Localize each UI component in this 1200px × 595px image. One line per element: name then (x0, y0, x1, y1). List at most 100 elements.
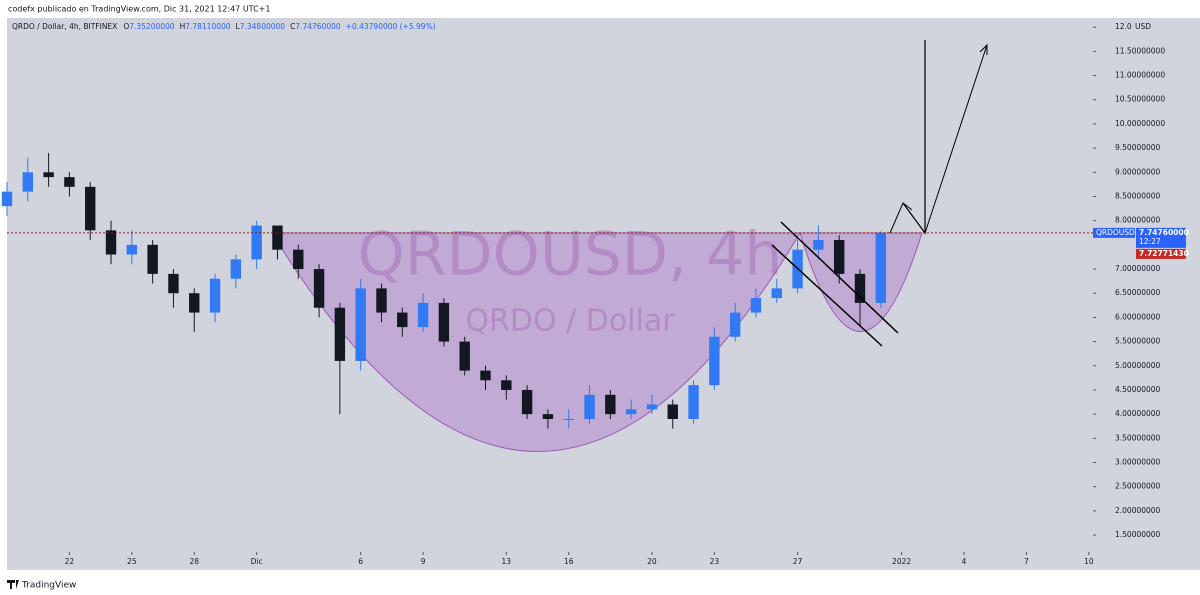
candle-body (64, 177, 75, 187)
x-tick-label: 2022 (892, 557, 911, 566)
y-tick-label: 3.50000000 (1115, 433, 1161, 442)
candle-body (771, 288, 782, 299)
candle-body (854, 273, 866, 303)
last-price-label: 7.74760000 (1139, 228, 1189, 237)
legend-value: 7.35200000 (129, 22, 175, 31)
y-tick-label: 5.50000000 (1115, 337, 1161, 346)
legend-value: 7.78110000 (185, 22, 231, 31)
legend-label: O (123, 22, 129, 31)
legend-change: +0.43790000 (+5.99%) (346, 22, 436, 31)
y-tick-label: 10.00000000 (1115, 119, 1165, 128)
candle-body (480, 370, 491, 381)
candle-body (85, 186, 96, 231)
x-tick-label: 10 (1084, 557, 1094, 566)
y-tick-label: 8.00000000 (1115, 216, 1161, 225)
candle-body (833, 240, 845, 274)
y-tick-label: 6.00000000 (1115, 312, 1161, 321)
time-axis (7, 552, 1200, 570)
last-price-tag (1136, 227, 1186, 248)
candle-body (126, 244, 138, 255)
candle-body (168, 273, 179, 294)
symbol-tag-bg (1093, 227, 1135, 238)
candle-body (43, 172, 54, 178)
price-axis (1093, 18, 1200, 552)
candle-body (605, 394, 616, 415)
y-tick-label: 6.50000000 (1115, 288, 1161, 297)
y-tick-label: 2.00000000 (1115, 506, 1161, 515)
y-tick-label: 7.00000000 (1115, 264, 1161, 273)
candle-body (334, 307, 346, 361)
candle-body (22, 172, 34, 192)
y-tick-label: 8.50000000 (1115, 191, 1161, 200)
symbol-tag: QRDOUSD (1096, 228, 1135, 237)
publisher: codefx publicado en TradingView.com, Dic… (8, 5, 270, 14)
candle-body (1, 191, 13, 207)
x-tick-label: 7 (1024, 557, 1029, 566)
legend-label: C (290, 22, 295, 31)
x-tick-label: 20 (647, 557, 657, 566)
x-tick-label: 25 (127, 557, 137, 566)
arrow-head (979, 43, 988, 55)
candle-body (813, 240, 824, 250)
candle-body (417, 302, 429, 328)
candle-body (875, 232, 886, 303)
y-tick-label: 4.00000000 (1115, 409, 1161, 418)
y-tick-label: 9.50000000 (1115, 143, 1161, 152)
candle-body (646, 404, 658, 410)
channel-line (771, 244, 883, 347)
arrow (924, 44, 988, 234)
candle-body (459, 341, 470, 371)
legend-value: 7.74760000 (295, 22, 341, 31)
plot-area (7, 18, 1093, 552)
candle-body (667, 404, 678, 419)
candle-body (563, 418, 574, 420)
candle-body (625, 409, 637, 415)
candle-body (397, 312, 408, 328)
other-price-tag (1136, 248, 1186, 259)
candle-body (105, 230, 117, 255)
candle-body (230, 259, 242, 279)
watermark-sub: QRDO / Dollar (465, 304, 675, 339)
candle-body (688, 385, 699, 419)
x-tick-label: 4 (962, 557, 967, 566)
candle-body (542, 414, 554, 419)
legend-value: 7.34800000 (240, 22, 286, 31)
candle-body (251, 225, 262, 260)
candle-body (355, 288, 366, 361)
candle-body (209, 278, 221, 313)
brand: TradingView (21, 581, 76, 591)
x-tick-label: Dic (251, 557, 263, 566)
candle-body (147, 244, 158, 274)
x-tick-label: 6 (358, 557, 363, 566)
legend-label: H (180, 22, 186, 31)
symbol-info: QRDO / Dollar, 4h, BITFINEX (12, 22, 117, 31)
countdown: 12:27 (1139, 237, 1161, 246)
y-tick-label: 11.50000000 (1115, 46, 1165, 55)
x-tick-label: 23 (710, 557, 720, 566)
watermark: QRDOUSD, 4h (358, 220, 783, 290)
y-tick-label: 1.50000000 (1115, 530, 1161, 539)
candle-body (750, 298, 762, 313)
y-tick-label: 2.50000000 (1115, 482, 1161, 491)
candle-body (376, 288, 387, 313)
x-tick-label: 27 (793, 557, 803, 566)
x-tick-label: 28 (189, 557, 199, 566)
candle-body (709, 336, 720, 386)
y-tick-label: 3.00000000 (1115, 458, 1161, 467)
brand-logo (7, 580, 19, 589)
x-tick-label: 16 (564, 557, 574, 566)
axis-unit: USD (1135, 22, 1151, 31)
other-price-label: 7.72771430 (1139, 249, 1189, 258)
candle-body (729, 312, 741, 337)
y-tick-label: 5.00000000 (1115, 361, 1161, 370)
candle-body (584, 394, 595, 419)
candle-body (521, 389, 533, 415)
candle-body (438, 302, 450, 342)
channel-line (780, 221, 899, 334)
x-tick-label: 22 (65, 557, 75, 566)
legend-label: L (236, 22, 241, 31)
y-tick-label: 12.0 (1115, 22, 1132, 31)
candle-body (272, 225, 283, 250)
